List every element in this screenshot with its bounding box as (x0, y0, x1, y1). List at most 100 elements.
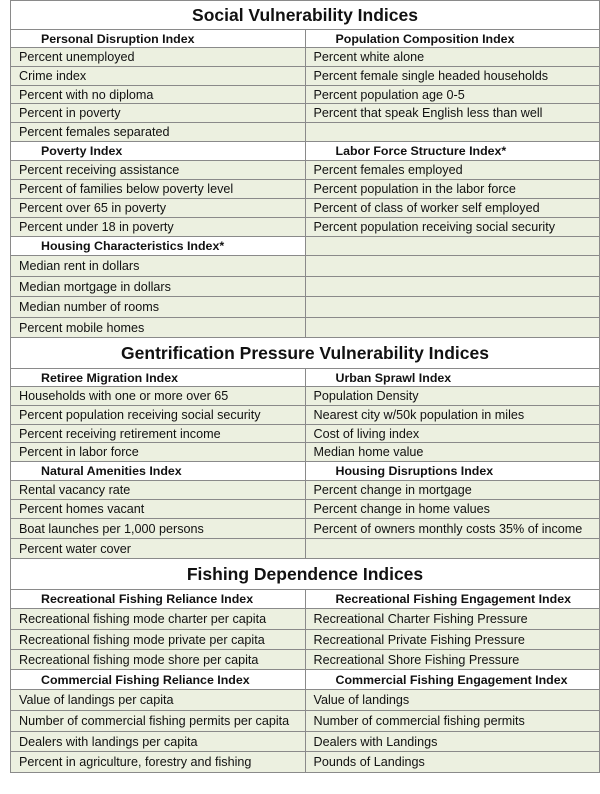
index-subheader-row: Commercial Fishing Reliance Index Commerc… (10, 669, 600, 690)
index-name: Natural Amenities Index (41, 464, 182, 478)
index-name-cell: Personal Disruption Index (10, 29, 306, 48)
index-name-cell: Housing Disruptions Index (304, 461, 600, 481)
variable-cell: Percent of class of worker self employed (304, 198, 600, 218)
variable-row: Percent of families below poverty level P… (10, 179, 600, 199)
index-name-cell: Labor Force Structure Index* (304, 141, 600, 161)
variable-cell: Percent population receiving social secu… (10, 405, 306, 425)
index-name: Housing Characteristics Index* (41, 239, 225, 253)
variable-cell: Pounds of Landings (304, 751, 600, 773)
variable-cell: Percent water cover (10, 538, 306, 559)
variable-cell: Percent over 65 in poverty (10, 198, 306, 218)
variable-cell: Median number of rooms (10, 296, 306, 318)
variable-cell: Percent population receiving social secu… (304, 217, 600, 237)
index-subheader-row: Housing Characteristics Index* (10, 236, 600, 256)
variable-cell: Percent change in mortgage (304, 480, 600, 500)
indices-document: Social Vulnerability Indices Personal Dis… (10, 0, 600, 773)
variable-cell: Population Density (304, 386, 600, 406)
variable-row: Dealers with landings per capita Dealers … (10, 731, 600, 752)
variable-cell (304, 296, 600, 318)
variable-cell: Recreational fishing mode private per ca… (10, 629, 306, 650)
variable-cell: Recreational fishing mode shore per capi… (10, 649, 306, 670)
variable-cell: Number of commercial fishing permits per… (10, 710, 306, 732)
index-name-cell (304, 236, 600, 256)
indices-table: Social Vulnerability Indices Personal Dis… (10, 0, 600, 773)
variable-cell: Rental vacancy rate (10, 480, 306, 500)
variable-row: Value of landings per capita Value of lan… (10, 689, 600, 711)
variable-cell: Median mortgage in dollars (10, 276, 306, 297)
index-subheader-row: Poverty Index Labor Force Structure Index… (10, 141, 600, 161)
index-name: Labor Force Structure Index* (335, 144, 507, 158)
index-name: Poverty Index (41, 144, 123, 158)
index-name-cell: Population Composition Index (304, 29, 600, 48)
index-name-cell: Housing Characteristics Index* (10, 236, 306, 256)
variable-cell: Percent in labor force (10, 442, 306, 462)
index-name-cell: Recreational Fishing Engagement Index (304, 589, 600, 609)
variable-cell: Percent receiving retirement income (10, 424, 306, 443)
variable-row: Percent under 18 in poverty Percent popul… (10, 217, 600, 237)
variable-cell: Crime index (10, 66, 306, 86)
section-title: Gentrification Pressure Vulnerability In… (10, 337, 600, 369)
variable-row: Households with one or more over 65 Popul… (10, 386, 600, 406)
variable-cell: Recreational Charter Fishing Pressure (304, 608, 600, 630)
variable-cell: Percent females separated (10, 122, 306, 142)
variable-cell: Percent receiving assistance (10, 160, 306, 180)
variable-row: Percent homes vacant Percent change in ho… (10, 499, 600, 519)
variable-row: Median rent in dollars (10, 255, 600, 277)
variable-cell: Cost of living index (304, 424, 600, 443)
index-name-cell: Poverty Index (10, 141, 306, 161)
index-name-cell: Retiree Migration Index (10, 368, 306, 387)
variable-cell: Nearest city w/50k population in miles (304, 405, 600, 425)
variable-cell: Percent of owners monthly costs 35% of i… (304, 518, 600, 539)
index-name: Retiree Migration Index (41, 370, 179, 385)
index-name: Housing Disruptions Index (335, 464, 494, 478)
variable-row: Percent population receiving social secu… (10, 405, 600, 425)
variable-row: Percent receiving retirement income Cost … (10, 424, 600, 443)
variable-cell: Value of landings per capita (10, 689, 306, 711)
variable-cell: Value of landings (304, 689, 600, 711)
variable-cell: Dealers with Landings (304, 731, 600, 752)
variable-cell: Percent change in home values (304, 499, 600, 519)
variable-cell: Recreational Private Fishing Pressure (304, 629, 600, 650)
variable-cell: Percent mobile homes (10, 317, 306, 338)
section-title: Fishing Dependence Indices (10, 558, 600, 590)
section-header-row: Gentrification Pressure Vulnerability In… (10, 337, 600, 369)
index-name: Commercial Fishing Engagement Index (335, 672, 568, 687)
variable-row: Median number of rooms (10, 296, 600, 318)
variable-cell: Boat launches per 1,000 persons (10, 518, 306, 539)
variable-row: Percent unemployed Percent white alone (10, 47, 600, 67)
variable-cell: Dealers with landings per capita (10, 731, 306, 752)
variable-cell (304, 122, 600, 142)
variable-row: Rental vacancy rate Percent change in mor… (10, 480, 600, 500)
variable-row: Recreational fishing mode shore per capi… (10, 649, 600, 670)
variable-cell: Percent population age 0-5 (304, 85, 600, 104)
index-name: Population Composition Index (335, 31, 515, 46)
index-subheader-row: Natural Amenities Index Housing Disruptio… (10, 461, 600, 481)
index-subheader-row: Retiree Migration Index Urban Sprawl Inde… (10, 368, 600, 387)
variable-cell: Percent homes vacant (10, 499, 306, 519)
variable-cell: Percent unemployed (10, 47, 306, 67)
section-header-row: Social Vulnerability Indices (10, 0, 600, 30)
variable-row: Percent in agriculture, forestry and fis… (10, 751, 600, 773)
variable-cell: Percent female single headed households (304, 66, 600, 86)
index-name: Personal Disruption Index (41, 31, 195, 46)
variable-cell: Percent population in the labor force (304, 179, 600, 199)
variable-row: Percent receiving assistance Percent fema… (10, 160, 600, 180)
variable-cell: Percent white alone (304, 47, 600, 67)
variable-row: Percent over 65 in poverty Percent of cla… (10, 198, 600, 218)
variable-cell (304, 276, 600, 297)
variable-row: Recreational fishing mode private per ca… (10, 629, 600, 650)
index-name-cell: Commercial Fishing Reliance Index (10, 669, 306, 690)
index-name: Urban Sprawl Index (335, 370, 452, 385)
variable-cell (304, 255, 600, 277)
index-subheader-row: Recreational Fishing Reliance Index Recre… (10, 589, 600, 609)
variable-cell: Percent that speak English less than wel… (304, 103, 600, 123)
variable-row: Percent in labor force Median home value (10, 442, 600, 462)
variable-cell: Percent in agriculture, forestry and fis… (10, 751, 306, 773)
variable-row: Crime index Percent female single headed … (10, 66, 600, 86)
index-subheader-row: Personal Disruption Index Population Comp… (10, 29, 600, 48)
variable-cell: Percent in poverty (10, 103, 306, 123)
section-title: Social Vulnerability Indices (10, 0, 600, 30)
variable-row: Percent water cover (10, 538, 600, 559)
variable-row: Median mortgage in dollars (10, 276, 600, 297)
index-name-cell: Commercial Fishing Engagement Index (304, 669, 600, 690)
